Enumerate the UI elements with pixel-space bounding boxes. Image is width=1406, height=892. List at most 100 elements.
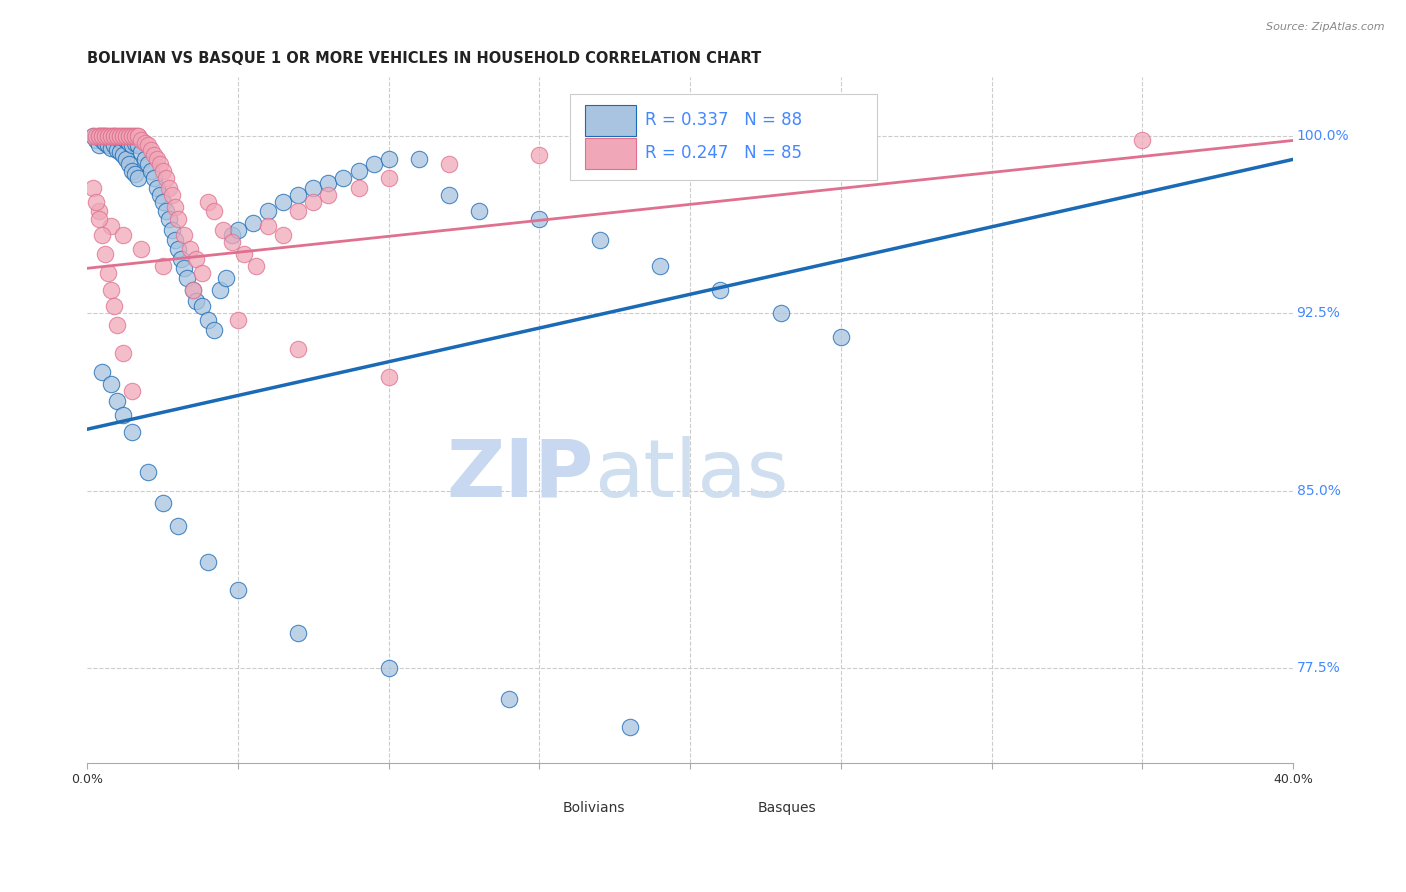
Point <box>94 128 117 143</box>
Point <box>145 181 167 195</box>
Point <box>121 128 143 143</box>
Point <box>257 204 280 219</box>
Point <box>191 266 214 280</box>
Point <box>166 243 188 257</box>
Point <box>127 171 149 186</box>
Point <box>226 313 249 327</box>
Point <box>155 171 177 186</box>
Point <box>94 136 117 150</box>
Point <box>347 164 370 178</box>
Point <box>163 200 186 214</box>
Point <box>100 219 122 233</box>
Point <box>97 128 120 143</box>
Point <box>197 194 219 209</box>
Point <box>124 128 146 143</box>
Point <box>377 661 399 675</box>
FancyBboxPatch shape <box>730 796 769 818</box>
FancyBboxPatch shape <box>531 796 569 818</box>
Point <box>82 128 104 143</box>
Text: 92.5%: 92.5% <box>1296 306 1340 320</box>
Point <box>131 243 153 257</box>
Point <box>242 216 264 230</box>
Point <box>191 299 214 313</box>
Point <box>105 128 128 143</box>
Point <box>91 365 114 379</box>
Point <box>157 211 180 226</box>
Point <box>139 143 162 157</box>
Point <box>166 519 188 533</box>
FancyBboxPatch shape <box>569 94 877 179</box>
Point <box>112 128 135 143</box>
Point <box>152 495 174 509</box>
Point <box>94 128 117 143</box>
Point <box>529 211 551 226</box>
Point <box>245 259 267 273</box>
Point <box>136 157 159 171</box>
Point <box>97 131 120 145</box>
Point <box>271 228 294 243</box>
Text: Source: ZipAtlas.com: Source: ZipAtlas.com <box>1267 22 1385 32</box>
Point <box>91 133 114 147</box>
Point <box>648 259 671 273</box>
Point <box>363 157 385 171</box>
Point <box>160 223 183 237</box>
Point <box>1130 133 1153 147</box>
Point <box>103 128 125 143</box>
Point <box>152 194 174 209</box>
Point <box>121 384 143 399</box>
Point <box>197 555 219 569</box>
Point <box>84 128 107 143</box>
Point <box>127 128 149 143</box>
Point <box>221 235 243 250</box>
Text: Bolivians: Bolivians <box>562 800 624 814</box>
Point <box>89 204 111 219</box>
Point <box>105 131 128 145</box>
Point <box>181 283 204 297</box>
Point <box>318 176 340 190</box>
Point <box>155 204 177 219</box>
Point <box>121 128 143 143</box>
Point <box>100 377 122 392</box>
Point <box>173 228 195 243</box>
Point <box>377 171 399 186</box>
Point <box>257 219 280 233</box>
Point <box>91 128 114 143</box>
Point <box>112 228 135 243</box>
FancyBboxPatch shape <box>585 104 636 136</box>
Point <box>136 138 159 153</box>
Point <box>91 128 114 143</box>
Point <box>110 128 132 143</box>
Text: R = 0.337   N = 88: R = 0.337 N = 88 <box>645 111 803 128</box>
Point <box>110 128 132 143</box>
Point <box>124 136 146 150</box>
Point <box>127 128 149 143</box>
Point <box>619 138 641 153</box>
Point <box>115 128 138 143</box>
Point <box>89 128 111 143</box>
Point <box>110 145 132 160</box>
Point <box>84 133 107 147</box>
Point <box>105 318 128 332</box>
Point <box>160 188 183 202</box>
Point <box>149 188 172 202</box>
Point <box>134 153 156 167</box>
Point <box>103 128 125 143</box>
Point <box>89 128 111 143</box>
Point <box>197 313 219 327</box>
Text: 85.0%: 85.0% <box>1296 483 1340 498</box>
Point <box>181 283 204 297</box>
Point <box>115 128 138 143</box>
Point <box>84 194 107 209</box>
Point <box>89 211 111 226</box>
Point <box>100 128 122 143</box>
Point <box>124 167 146 181</box>
Point <box>134 136 156 150</box>
Point <box>112 131 135 145</box>
Point <box>302 194 325 209</box>
Point <box>100 283 122 297</box>
Point <box>139 164 162 178</box>
Point <box>769 306 792 320</box>
Point <box>115 153 138 167</box>
Point <box>103 128 125 143</box>
Text: 100.0%: 100.0% <box>1296 128 1350 143</box>
